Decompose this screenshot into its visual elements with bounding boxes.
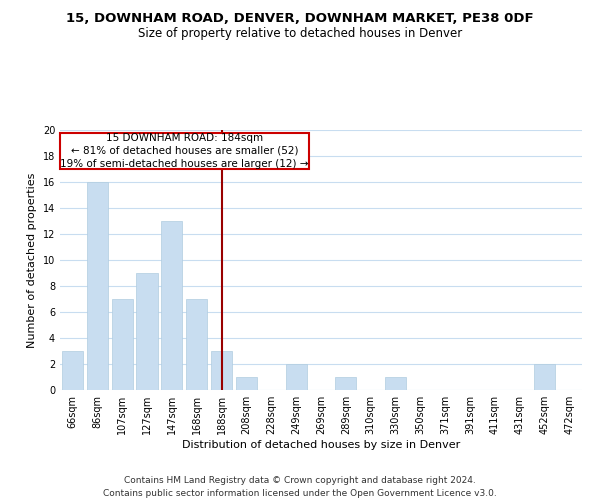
- Bar: [385, 377, 406, 390]
- Bar: [534, 364, 555, 390]
- FancyBboxPatch shape: [60, 132, 308, 169]
- Bar: [186, 299, 207, 390]
- Text: Contains HM Land Registry data © Crown copyright and database right 2024.
Contai: Contains HM Land Registry data © Crown c…: [103, 476, 497, 498]
- Bar: [161, 221, 182, 390]
- Bar: [286, 364, 307, 390]
- Text: 15 DOWNHAM ROAD: 184sqm
← 81% of detached houses are smaller (52)
19% of semi-de: 15 DOWNHAM ROAD: 184sqm ← 81% of detache…: [60, 132, 308, 169]
- Bar: [112, 299, 133, 390]
- Bar: [236, 377, 257, 390]
- Bar: [211, 351, 232, 390]
- Y-axis label: Number of detached properties: Number of detached properties: [27, 172, 37, 348]
- X-axis label: Distribution of detached houses by size in Denver: Distribution of detached houses by size …: [182, 440, 460, 450]
- Bar: [87, 182, 108, 390]
- Bar: [62, 351, 83, 390]
- Bar: [136, 273, 158, 390]
- Text: 15, DOWNHAM ROAD, DENVER, DOWNHAM MARKET, PE38 0DF: 15, DOWNHAM ROAD, DENVER, DOWNHAM MARKET…: [66, 12, 534, 26]
- Text: Size of property relative to detached houses in Denver: Size of property relative to detached ho…: [138, 28, 462, 40]
- Bar: [335, 377, 356, 390]
